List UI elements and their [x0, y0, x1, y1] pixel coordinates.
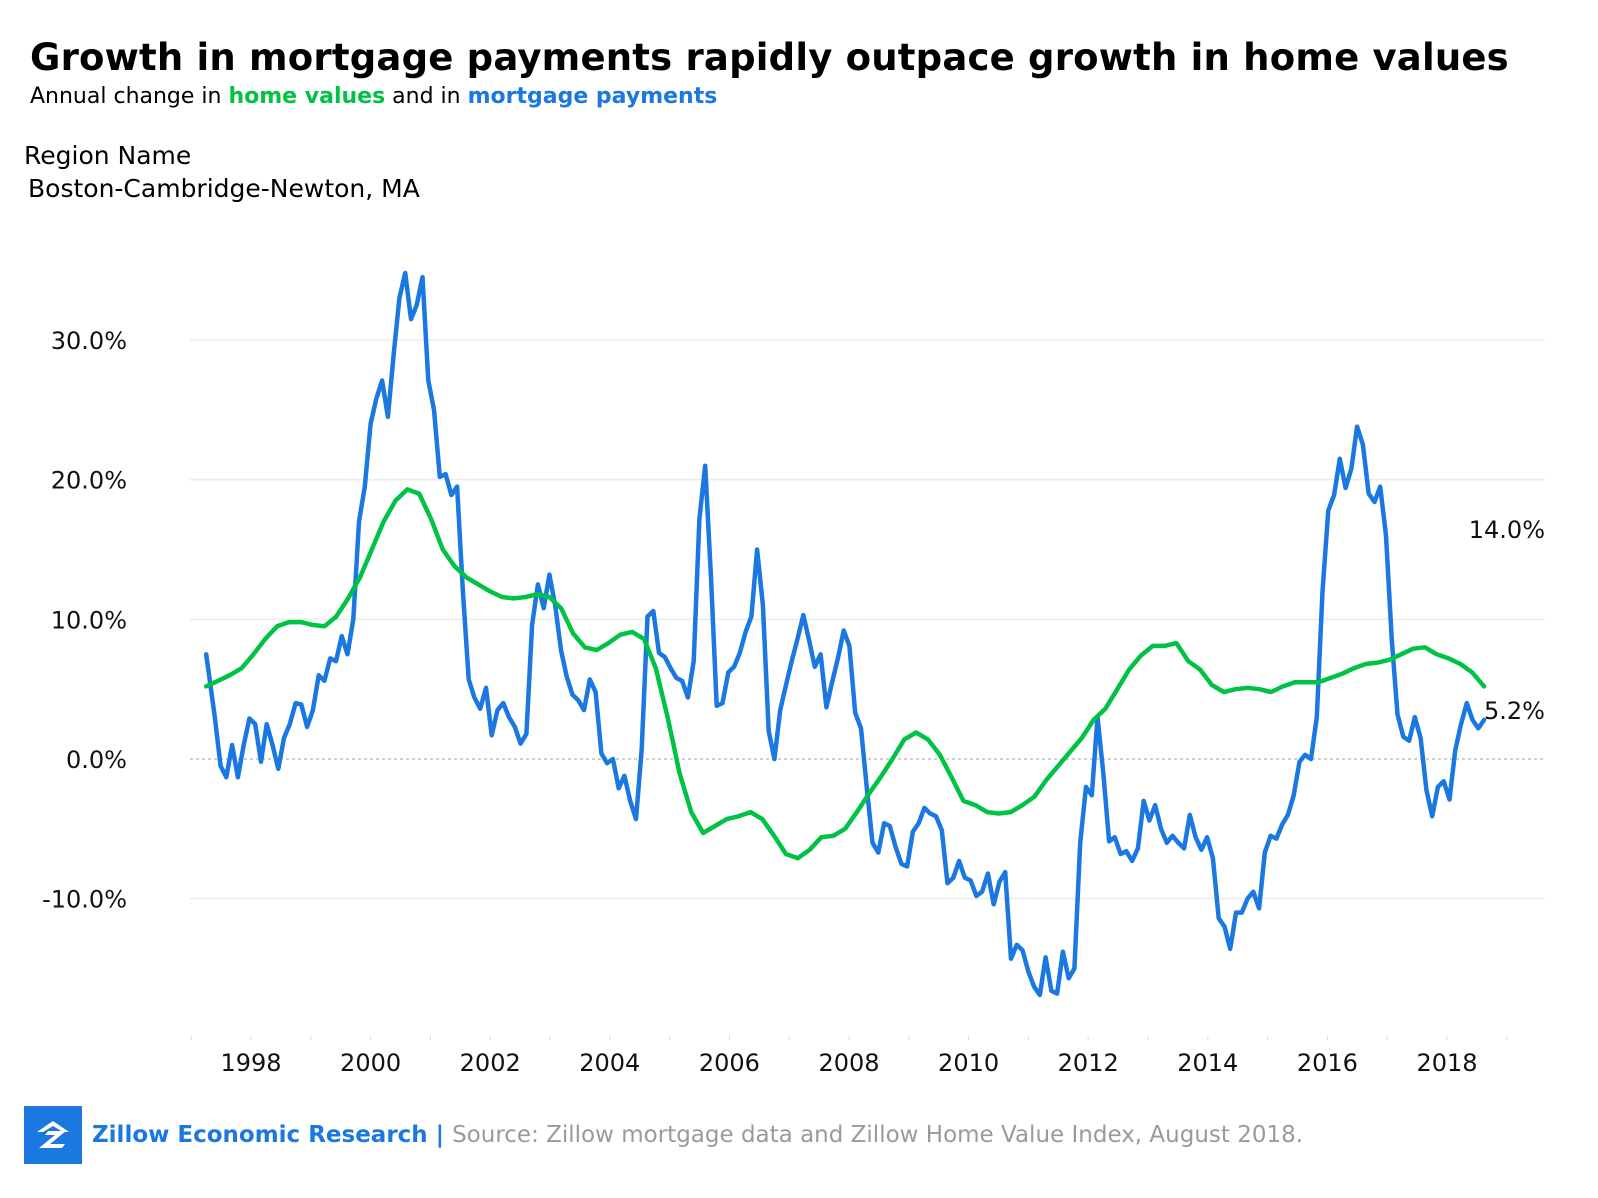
gridlines: [190, 339, 1545, 1040]
x-tick-label: 2000: [340, 1049, 401, 1077]
chart-subtitle: Annual change in home values and in mort…: [30, 84, 717, 109]
x-tick-label: 1998: [220, 1049, 281, 1077]
chart-title: Growth in mortgage payments rapidly outp…: [30, 36, 1509, 79]
mortgage-payments-line[interactable]: [203, 270, 1487, 998]
end-labels: 14.0% 5.2%: [1469, 516, 1545, 725]
subtitle-prefix: Annual change in: [30, 84, 229, 109]
zillow-logo-icon[interactable]: [24, 1106, 82, 1164]
x-tick-label: 2004: [579, 1049, 640, 1077]
x-tick-label: 2018: [1416, 1049, 1477, 1077]
y-tick-label: 0.0%: [66, 746, 127, 774]
home-values-line[interactable]: [203, 487, 1487, 861]
region-filter-value[interactable]: Boston-Cambridge-Newton, MA: [28, 174, 420, 203]
subtitle-home-values: home values: [228, 84, 386, 109]
x-tick-label: 2012: [1058, 1049, 1119, 1077]
home-values-end-label: 5.2%: [1484, 697, 1545, 725]
x-tick-label: 2008: [818, 1049, 879, 1077]
line-chart: 30.0% 20.0% 10.0% 0.0% -10.0% 1998 2000 2002 20…: [42, 270, 1545, 1077]
source-note: Source: Zillow mortgage data and Zillow …: [452, 1122, 1304, 1148]
mortgage-payments-end-label: 14.0%: [1469, 516, 1545, 544]
y-tick-label: 30.0%: [51, 327, 127, 355]
subtitle-mortgage-payments: mortgage payments: [467, 84, 718, 109]
y-tick-label: -10.0%: [42, 886, 127, 914]
footer: Zillow Economic Research | Source: Zillo…: [24, 1106, 1303, 1164]
x-tick-label: 2002: [460, 1049, 521, 1077]
region-filter-label: Region Name: [24, 141, 192, 170]
x-axis-tick-labels: 1998 2000 2002 2004 2006 2008 2010 2012 2014 2016…: [220, 1049, 1477, 1077]
x-tick-label: 2010: [938, 1049, 999, 1077]
y-axis-tick-labels: 30.0% 20.0% 10.0% 0.0% -10.0%: [42, 327, 127, 914]
y-tick-label: 10.0%: [51, 606, 127, 634]
x-tick-label: 2014: [1177, 1049, 1238, 1077]
y-tick-label: 20.0%: [51, 467, 127, 495]
subtitle-middle: and in: [385, 84, 468, 109]
x-tick-label: 2016: [1297, 1049, 1358, 1077]
brand-name[interactable]: Zillow Economic Research: [92, 1122, 428, 1148]
series-lines: [203, 270, 1487, 998]
footer-separator: |: [435, 1122, 445, 1148]
x-tick-label: 2006: [699, 1049, 760, 1077]
